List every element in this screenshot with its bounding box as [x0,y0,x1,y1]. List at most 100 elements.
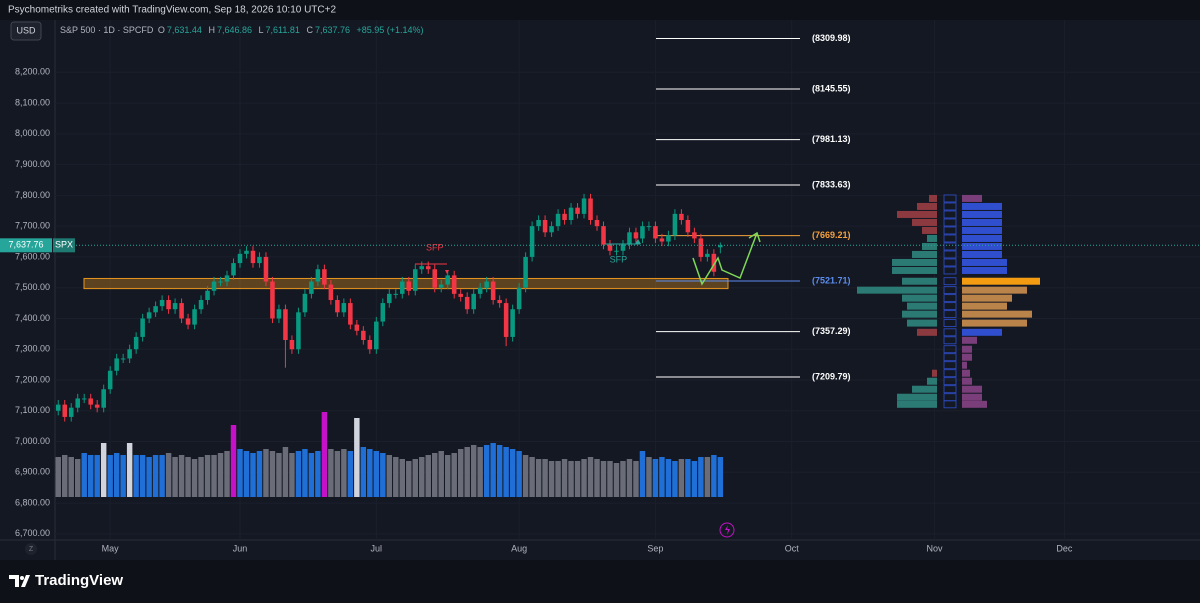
profile-right-bar [962,393,982,401]
profile-right-bar [962,361,967,369]
candle-body [503,303,509,337]
candle-body [328,284,334,300]
level-label: (7521.71) [812,275,851,285]
profile-right-bar [962,345,972,353]
candle-body [471,293,476,310]
profile-cell [943,266,957,275]
candle-body [250,250,256,264]
candle-body [276,309,282,319]
candle-body [153,306,158,313]
profile-cell [943,385,957,394]
volume-bar [509,449,516,497]
candle-body [101,389,106,408]
volume-bar [74,459,81,497]
profile-left-bar [902,310,937,318]
profile-right-bar [962,242,1002,250]
y-tick-label: 8,100.00 [15,97,50,107]
candle-body [568,207,574,220]
profile-cell [943,277,957,286]
volume-bar [678,459,685,497]
profile-left-bar [902,294,937,302]
volume-bar [685,459,691,497]
profile-right-bar [962,385,982,393]
event-icon[interactable] [719,522,735,538]
volume-bar [477,447,483,497]
volume-bar [334,451,341,497]
profile-cell [943,294,957,303]
profile-left-bar [892,266,937,274]
candle-body [588,198,593,220]
profile-right-bar [962,194,982,202]
volume-bar [55,457,61,497]
profile-right-bar [962,277,1040,285]
profile-right-bar [962,336,977,344]
volume-bar [198,457,204,497]
volume-bar [613,463,620,497]
volume-bar [535,459,542,497]
footer [0,560,1200,603]
candle-body [263,256,269,282]
candle-body [594,220,600,227]
zoom-button[interactable] [25,543,37,555]
profile-left-bar [922,242,937,250]
profile-cell [943,218,957,227]
volume-bar [639,451,646,497]
volume-bar [133,455,139,497]
level-label: (8145.55) [812,83,851,93]
candle-body [646,226,652,228]
level-label: (7981.13) [812,134,851,144]
candle-body [510,309,515,337]
volume-bar [406,461,412,497]
candle-body [620,244,626,251]
ohlc-value: 7,611.81 [265,25,300,35]
candle-body [562,213,567,220]
currency-button[interactable] [10,21,42,41]
candle-body [62,404,68,417]
volume-bar [620,461,626,497]
volume-bar [516,451,522,497]
currency-label[interactable]: USD [16,25,36,35]
candle-body [601,226,606,245]
profile-right-bar [962,234,1002,242]
volume-bar [626,459,633,497]
profile-right-bar [962,250,1002,258]
profile-cell [943,242,957,251]
profile-cell [943,250,957,259]
candle-body [412,269,418,291]
volume-bar [165,453,172,497]
candle-body [315,269,321,282]
level-label: (7669.21) [812,230,851,240]
volume-bar [230,425,237,497]
candle-body [283,309,288,340]
profile-left-bar [902,277,937,285]
profile-right-bar [962,258,1007,266]
profile-right-bar [962,202,1002,210]
y-tick-label: 8,200.00 [15,67,50,77]
candle-body [127,349,132,359]
candle-body [432,269,438,288]
profile-cell [943,286,957,295]
volume-bar [62,455,68,497]
candle-body [341,303,347,313]
profile-cell [943,258,957,267]
volume-bar [139,455,146,497]
profile-cell [943,210,957,219]
ohlc-value: 7,637.76 [314,25,350,35]
candle-body [393,293,399,295]
volume-bar [295,451,302,497]
candle-body [555,213,561,227]
zoom-label[interactable]: Z [29,546,34,553]
profile-left-bar [897,393,937,401]
candle-body [575,207,580,214]
candle-body [497,300,502,304]
candle-body [529,226,535,257]
volume-bar [646,457,652,497]
candle-body [309,281,314,294]
volume-bar [529,457,535,497]
candle-body [198,300,204,310]
candle-body [231,263,236,276]
y-tick-label: 7,900.00 [15,159,50,169]
volume-bar [600,461,607,497]
profile-left-bar [932,369,937,377]
